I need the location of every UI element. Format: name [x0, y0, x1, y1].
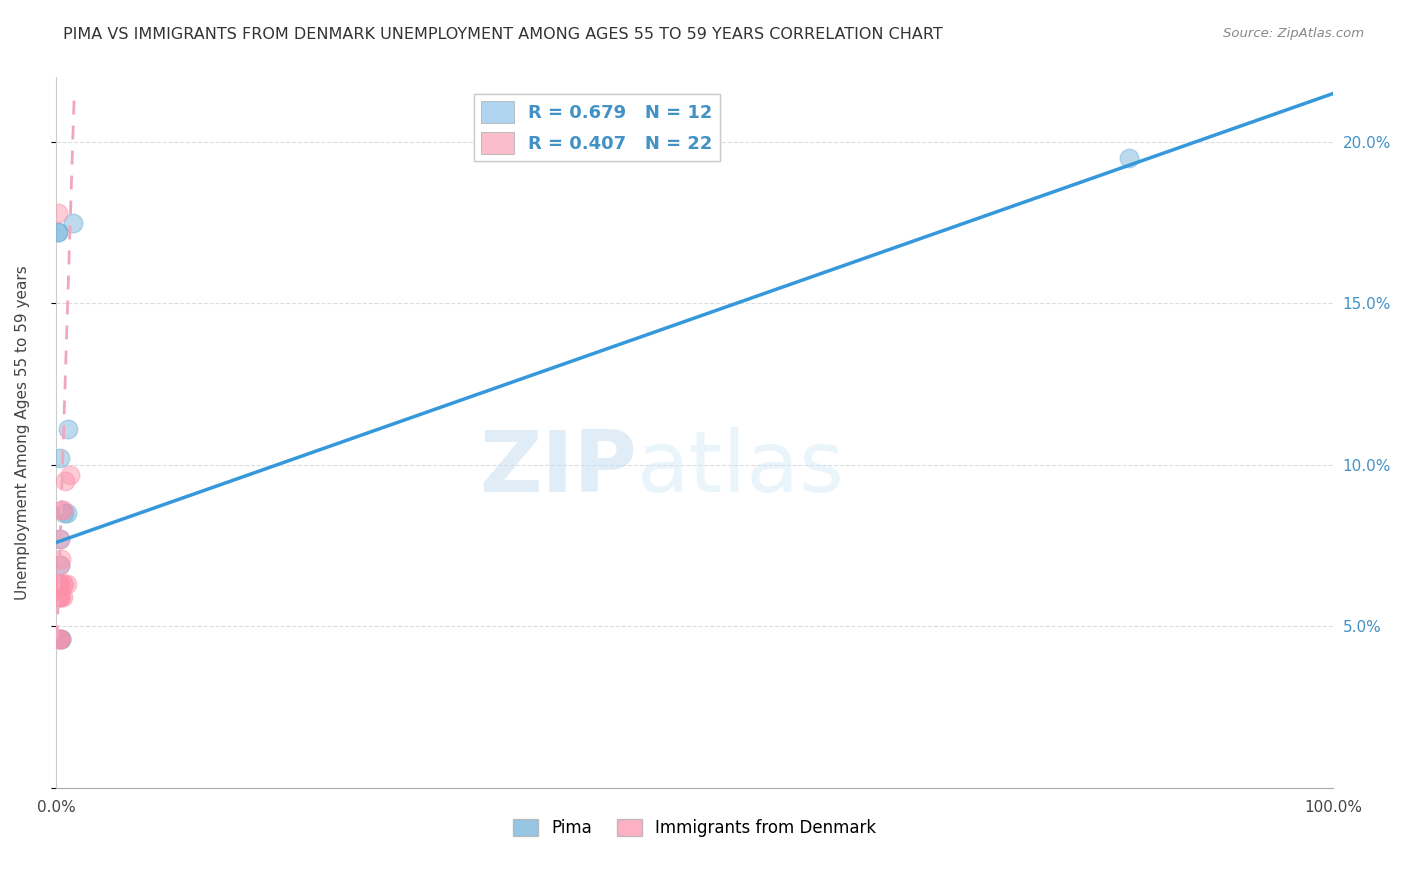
Point: [48, 632, 70, 647]
Point: [59, 467, 82, 482]
Text: PIMA VS IMMIGRANTS FROM DENMARK UNEMPLOYMENT AMONG AGES 55 TO 59 YEARS CORRELATI: PIMA VS IMMIGRANTS FROM DENMARK UNEMPLOY…: [63, 27, 943, 42]
Point: [51, 632, 73, 647]
Point: [49, 577, 72, 591]
Point: [49, 532, 72, 546]
Point: [51, 551, 73, 566]
Point: [55, 577, 77, 591]
Point: [53, 506, 76, 520]
Point: [46, 577, 69, 591]
Text: atlas: atlas: [637, 426, 845, 509]
Point: [46, 591, 69, 605]
Point: [55, 506, 77, 520]
Point: [51, 632, 73, 647]
Point: [49, 558, 72, 572]
Point: [49, 591, 72, 605]
Point: [48, 577, 70, 591]
Point: [49, 532, 72, 546]
Point: [53, 577, 76, 591]
Point: [46, 206, 69, 220]
Point: [56, 422, 79, 436]
Point: [46, 226, 69, 240]
Point: [49, 558, 72, 572]
Point: [1118, 151, 1140, 165]
Point: [48, 591, 70, 605]
Point: [49, 451, 72, 466]
Point: [52, 503, 75, 517]
Text: Source: ZipAtlas.com: Source: ZipAtlas.com: [1223, 27, 1364, 40]
Text: ZIP: ZIP: [479, 426, 637, 509]
Point: [46, 226, 69, 240]
Point: [51, 503, 73, 517]
Point: [52, 577, 75, 591]
Point: [51, 632, 73, 647]
Point: [51, 591, 73, 605]
Point: [53, 474, 76, 488]
Point: [52, 591, 75, 605]
Y-axis label: Unemployment Among Ages 55 to 59 years: Unemployment Among Ages 55 to 59 years: [15, 265, 30, 600]
Legend: R = 0.679   N = 12, R = 0.407   N = 22: R = 0.679 N = 12, R = 0.407 N = 22: [474, 94, 720, 161]
Point: [62, 216, 84, 230]
Point: [48, 632, 70, 647]
